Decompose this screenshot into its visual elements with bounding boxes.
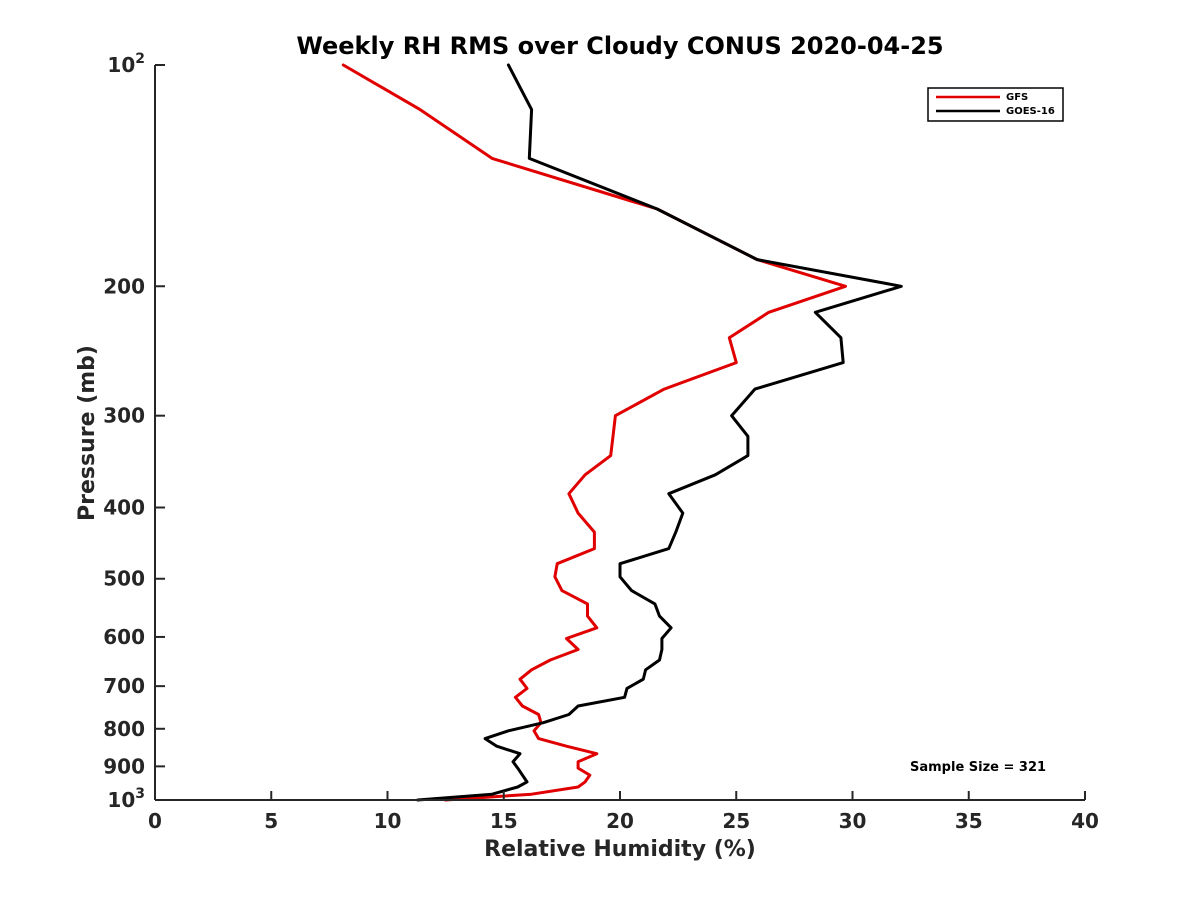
- x-axis-label: Relative Humidity (%): [484, 837, 756, 862]
- x-tick-label: 30: [839, 809, 867, 833]
- x-tick-label: 0: [148, 809, 162, 833]
- y-tick-label: 102: [107, 51, 145, 77]
- x-tick-label: 20: [606, 809, 634, 833]
- y-tick-label: 500: [103, 567, 145, 591]
- y-tick-label-base: 600: [103, 625, 145, 649]
- y-tick-label-base: 200: [103, 274, 145, 298]
- legend-label-gfs: GFS: [1006, 92, 1028, 103]
- y-tick-label: 800: [103, 717, 145, 741]
- sample-size-annotation: Sample Size = 321: [910, 760, 1046, 775]
- y-tick-label-base: 10: [107, 788, 135, 812]
- y-tick-label-base: 800: [103, 717, 145, 741]
- y-tick-label: 300: [103, 404, 145, 428]
- x-tick-label: 35: [955, 809, 983, 833]
- y-tick-label-base: 900: [103, 754, 145, 778]
- y-tick-label-base: 500: [103, 567, 145, 591]
- x-tick-label: 5: [264, 809, 278, 833]
- x-ticks: 0 5 10 15 20 25 30 35 40: [148, 791, 1099, 833]
- y-tick-label: 700: [103, 674, 145, 698]
- series-line-gfs: [341, 63, 847, 802]
- y-tick-label-exponent: 3: [135, 786, 145, 802]
- series-line-goes16: [416, 63, 903, 802]
- y-tick-label: 400: [103, 496, 145, 520]
- x-tick-label: 40: [1071, 809, 1099, 833]
- legend-label-goes16: GOES-16: [1006, 106, 1055, 117]
- x-tick-label: 10: [374, 809, 402, 833]
- y-tick-label-exponent: 2: [135, 51, 145, 67]
- y-tick-label-base: 300: [103, 404, 145, 428]
- chart-title: Weekly RH RMS over Cloudy CONUS 2020-04-…: [296, 32, 943, 60]
- y-tick-label-base: 10: [107, 53, 135, 77]
- legend: GFS GOES-16: [927, 87, 1064, 122]
- x-tick-label: 25: [722, 809, 750, 833]
- y-tick-label: 600: [103, 625, 145, 649]
- y-tick-label: 103: [107, 786, 145, 812]
- y-tick-label-base: 400: [103, 496, 145, 520]
- y-tick-label: 200: [103, 274, 145, 298]
- y-tick-label-base: 700: [103, 674, 145, 698]
- y-axis-label: Pressure (mb): [75, 345, 100, 521]
- x-tick-label: 15: [490, 809, 518, 833]
- series-layer: [341, 63, 903, 802]
- legend-box: [927, 87, 1064, 122]
- y-tick-label: 900: [103, 754, 145, 778]
